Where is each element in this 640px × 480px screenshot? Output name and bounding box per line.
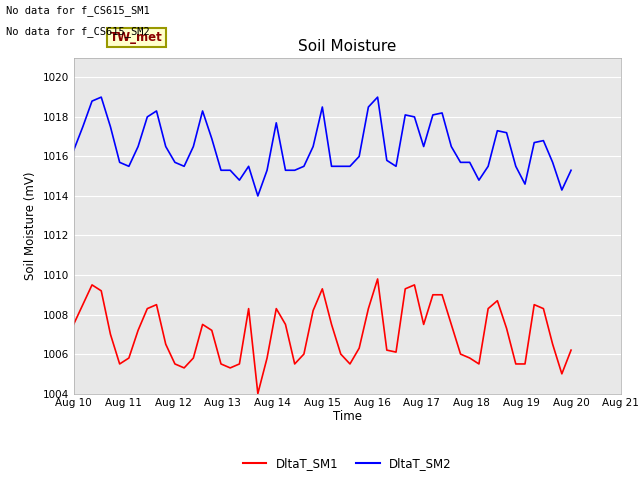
Y-axis label: Soil Moisture (mV): Soil Moisture (mV) <box>24 171 37 280</box>
X-axis label: Time: Time <box>333 410 362 423</box>
Text: No data for f_CS615_SM1: No data for f_CS615_SM1 <box>6 5 150 16</box>
Text: No data for f_CS615_SM2: No data for f_CS615_SM2 <box>6 26 150 37</box>
Legend: DltaT_SM1, DltaT_SM2: DltaT_SM1, DltaT_SM2 <box>238 453 456 475</box>
Title: Soil Moisture: Soil Moisture <box>298 39 396 54</box>
Text: TW_met: TW_met <box>110 31 163 44</box>
